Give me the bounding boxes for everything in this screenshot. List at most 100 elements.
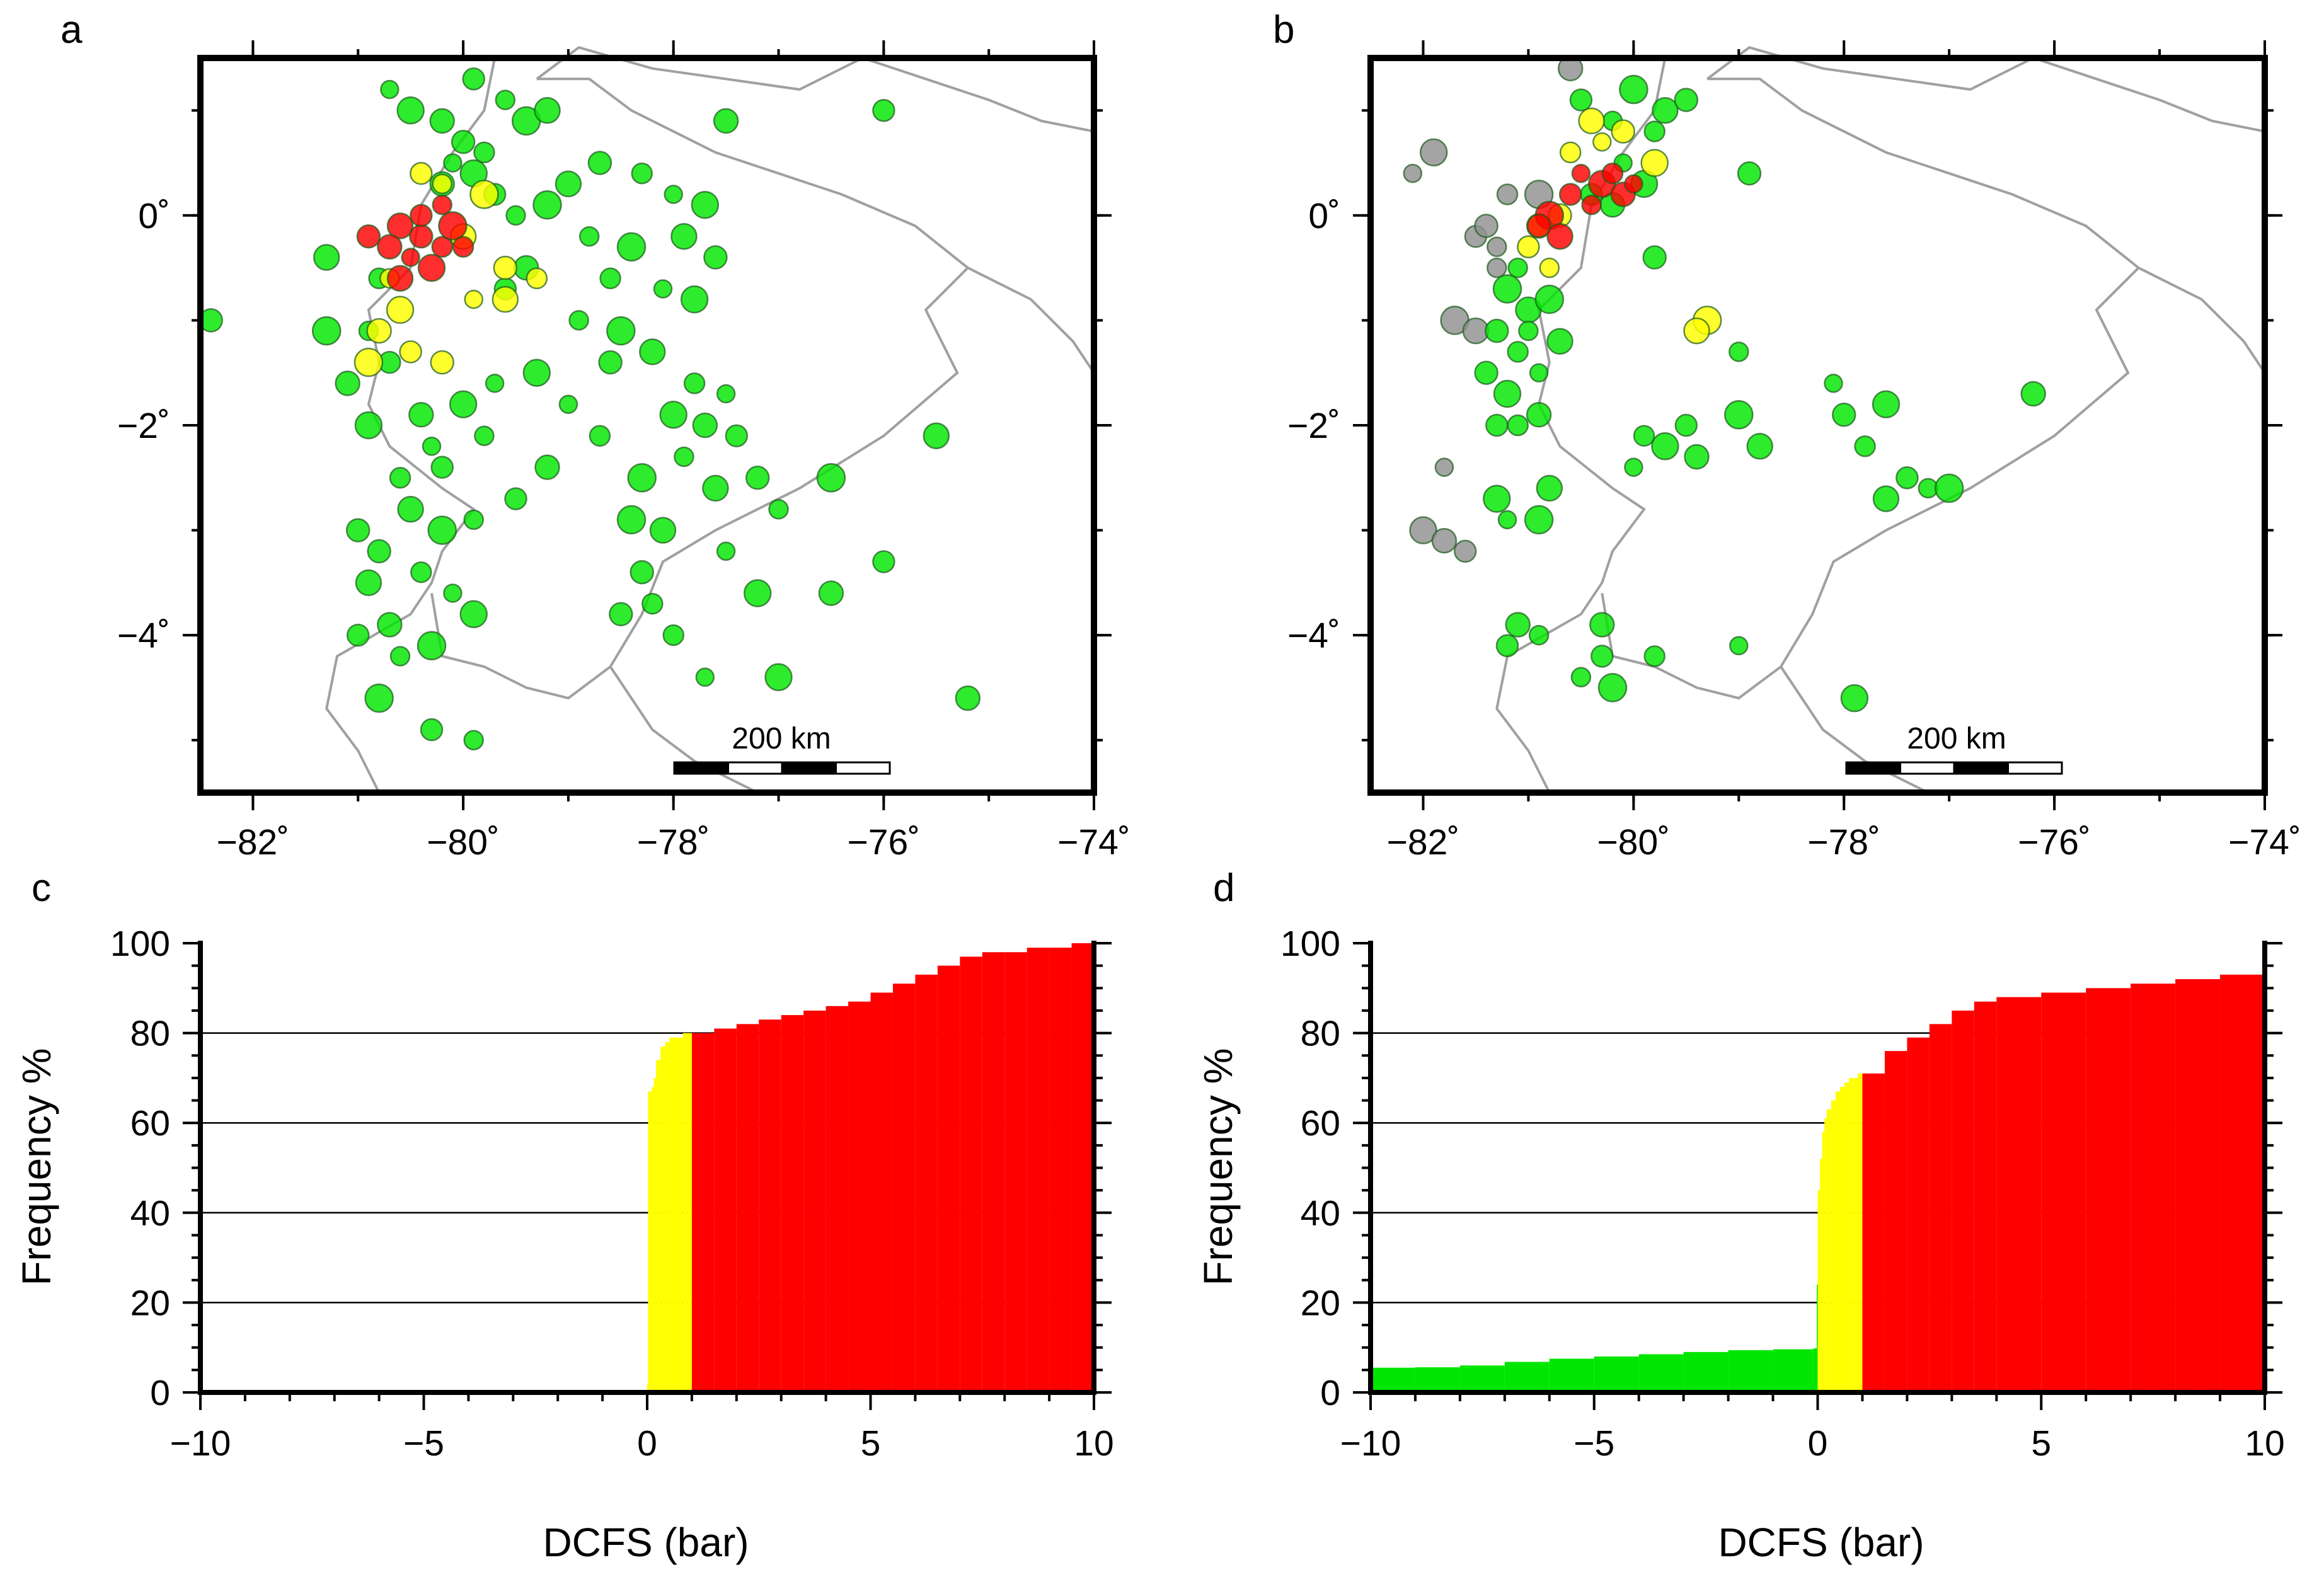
quake-point-negative <box>430 456 454 479</box>
panel-letter-d: d <box>1213 866 1234 910</box>
histogram-bar <box>1824 1118 1827 1392</box>
quake-point-negative <box>923 422 950 449</box>
quake-point-negative <box>568 310 589 331</box>
scale-bar-segment <box>1899 761 1955 775</box>
quake-point-negative <box>1831 403 1856 427</box>
quake-point-low_positive <box>493 255 518 280</box>
x-tick-label: 5 <box>861 1423 881 1464</box>
quake-point-negative <box>872 99 895 122</box>
scale-bar-segment <box>1845 761 1901 775</box>
quake-point-negative <box>335 370 360 396</box>
quake-point-negative <box>616 232 647 262</box>
coast-line-4 <box>1780 665 1929 794</box>
quake-point-negative <box>713 108 739 134</box>
quake-point-negative <box>1570 667 1592 688</box>
quake-point-negative <box>313 244 340 271</box>
x-tick-label: −10 <box>1340 1423 1401 1464</box>
histogram-bar <box>1683 1351 1729 1392</box>
y-tick-label: 80 <box>130 1014 170 1054</box>
histogram-bar <box>682 1033 687 1392</box>
x-axis-title-c: DCFS (bar) <box>543 1520 749 1565</box>
quake-point-negative <box>1485 318 1509 343</box>
histogram-bar <box>653 1077 657 1392</box>
quake-point-outside <box>1453 539 1477 563</box>
quake-point-negative <box>504 487 527 510</box>
quake-point-low_positive <box>399 340 422 364</box>
quake-point-negative <box>463 730 484 750</box>
histogram-bar <box>2175 979 2221 1392</box>
quake-point-negative <box>639 338 666 365</box>
histogram-bar <box>1831 1100 1836 1392</box>
x-tick-label: −82˚ <box>217 822 290 863</box>
quake-point-negative <box>1643 120 1665 142</box>
quake-point-negative <box>462 67 485 91</box>
quake-point-negative <box>768 499 789 520</box>
quake-point-outside <box>1409 516 1437 544</box>
quake-point-negative <box>532 190 562 220</box>
quake-point-positive <box>409 224 434 249</box>
histogram-bar <box>759 1019 781 1392</box>
quake-point-negative <box>653 279 673 299</box>
quake-point-negative <box>1652 97 1679 124</box>
quake-point-positive <box>356 224 381 249</box>
histogram-bar <box>1929 1024 1952 1392</box>
quake-point-negative <box>449 390 478 418</box>
histogram-bar <box>736 1024 759 1392</box>
histogram-bar <box>1638 1354 1684 1392</box>
quake-point-negative <box>534 97 561 124</box>
scale-bar-segment <box>727 761 783 775</box>
quake-point-negative <box>355 569 383 597</box>
panel-letter-c: c <box>32 866 51 910</box>
quake-point-negative <box>649 517 677 544</box>
x-tick-label: −5 <box>1573 1423 1614 1464</box>
quake-point-negative <box>422 437 442 456</box>
histogram-bar <box>1773 1349 1814 1392</box>
histogram-bar <box>870 992 893 1392</box>
quake-point-negative <box>1854 435 1876 457</box>
quake-point-negative <box>1505 612 1531 638</box>
quake-point-outside <box>1431 527 1458 554</box>
coast-line-1 <box>1601 77 2141 700</box>
quake-point-negative <box>558 394 578 414</box>
quake-point-negative <box>1507 257 1528 278</box>
quake-point-negative <box>1824 374 1843 393</box>
quake-point-low_positive <box>386 295 415 324</box>
x-tick-label: −10 <box>170 1423 231 1464</box>
quake-point-negative <box>587 151 613 175</box>
quake-point-negative <box>1737 161 1762 186</box>
quake-point-negative <box>1597 673 1628 703</box>
quake-point-outside <box>1419 138 1448 167</box>
x-tick-label: −74˚ <box>2228 822 2301 863</box>
y-tick-label: 0 <box>150 1373 170 1413</box>
quake-point-negative <box>716 541 736 561</box>
histogram-bar <box>1071 943 1094 1392</box>
x-tick-label: −80˚ <box>427 822 500 863</box>
histogram-bar <box>1504 1362 1550 1392</box>
quake-point-negative <box>1524 505 1554 535</box>
y-tick-label: 20 <box>1301 1283 1340 1323</box>
histogram-bar <box>937 965 960 1392</box>
quake-point-negative <box>1729 341 1749 362</box>
panel-letter-b: b <box>1273 8 1294 52</box>
quake-point-low_positive <box>410 161 433 185</box>
quake-point-negative <box>1507 414 1529 437</box>
x-tick-label: 5 <box>2031 1423 2051 1464</box>
histogram-bar <box>1844 1082 1849 1392</box>
quake-point-negative <box>818 580 844 606</box>
quake-point-negative <box>578 226 600 247</box>
quake-point-low_positive <box>366 318 392 344</box>
quake-point-low_positive <box>526 267 548 290</box>
quake-point-negative <box>1643 645 1665 667</box>
y-tick-label: 0˚ <box>138 196 170 236</box>
quake-point-low_positive <box>1683 317 1710 345</box>
map-frame <box>1367 55 2268 796</box>
x-tick-label: −82˚ <box>1387 822 1460 863</box>
histogram-bar <box>960 956 982 1392</box>
quake-point-negative <box>691 190 720 219</box>
y-axis-title-c: Frequency % <box>14 1048 59 1285</box>
quake-point-negative <box>1485 413 1509 437</box>
quake-point-negative <box>396 96 425 125</box>
